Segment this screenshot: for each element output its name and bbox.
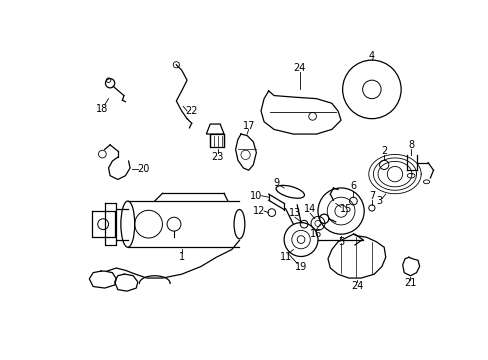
Text: 12: 12 [253, 206, 265, 216]
Text: 15: 15 [339, 204, 351, 214]
Text: 19: 19 [294, 261, 306, 271]
Text: 8: 8 [407, 140, 413, 150]
Text: 1: 1 [178, 252, 184, 262]
Text: 20: 20 [137, 164, 149, 174]
Text: 4: 4 [368, 50, 374, 60]
Text: 3: 3 [376, 196, 382, 206]
Text: 11: 11 [279, 252, 291, 262]
Text: 16: 16 [310, 229, 322, 239]
Text: 5: 5 [337, 237, 344, 247]
Text: 7: 7 [368, 191, 374, 201]
Text: 22: 22 [185, 106, 198, 116]
Text: 10: 10 [250, 191, 262, 201]
Text: 23: 23 [211, 152, 224, 162]
Text: 18: 18 [96, 104, 108, 114]
Text: 13: 13 [288, 208, 301, 217]
Text: 17: 17 [242, 121, 254, 131]
Text: 24: 24 [293, 63, 305, 73]
Text: 14: 14 [304, 204, 316, 214]
Text: 24: 24 [350, 281, 363, 291]
Circle shape [297, 236, 305, 243]
Text: 6: 6 [349, 181, 356, 192]
Text: 9: 9 [273, 178, 279, 188]
Text: 21: 21 [404, 278, 416, 288]
Text: 2: 2 [380, 146, 386, 156]
